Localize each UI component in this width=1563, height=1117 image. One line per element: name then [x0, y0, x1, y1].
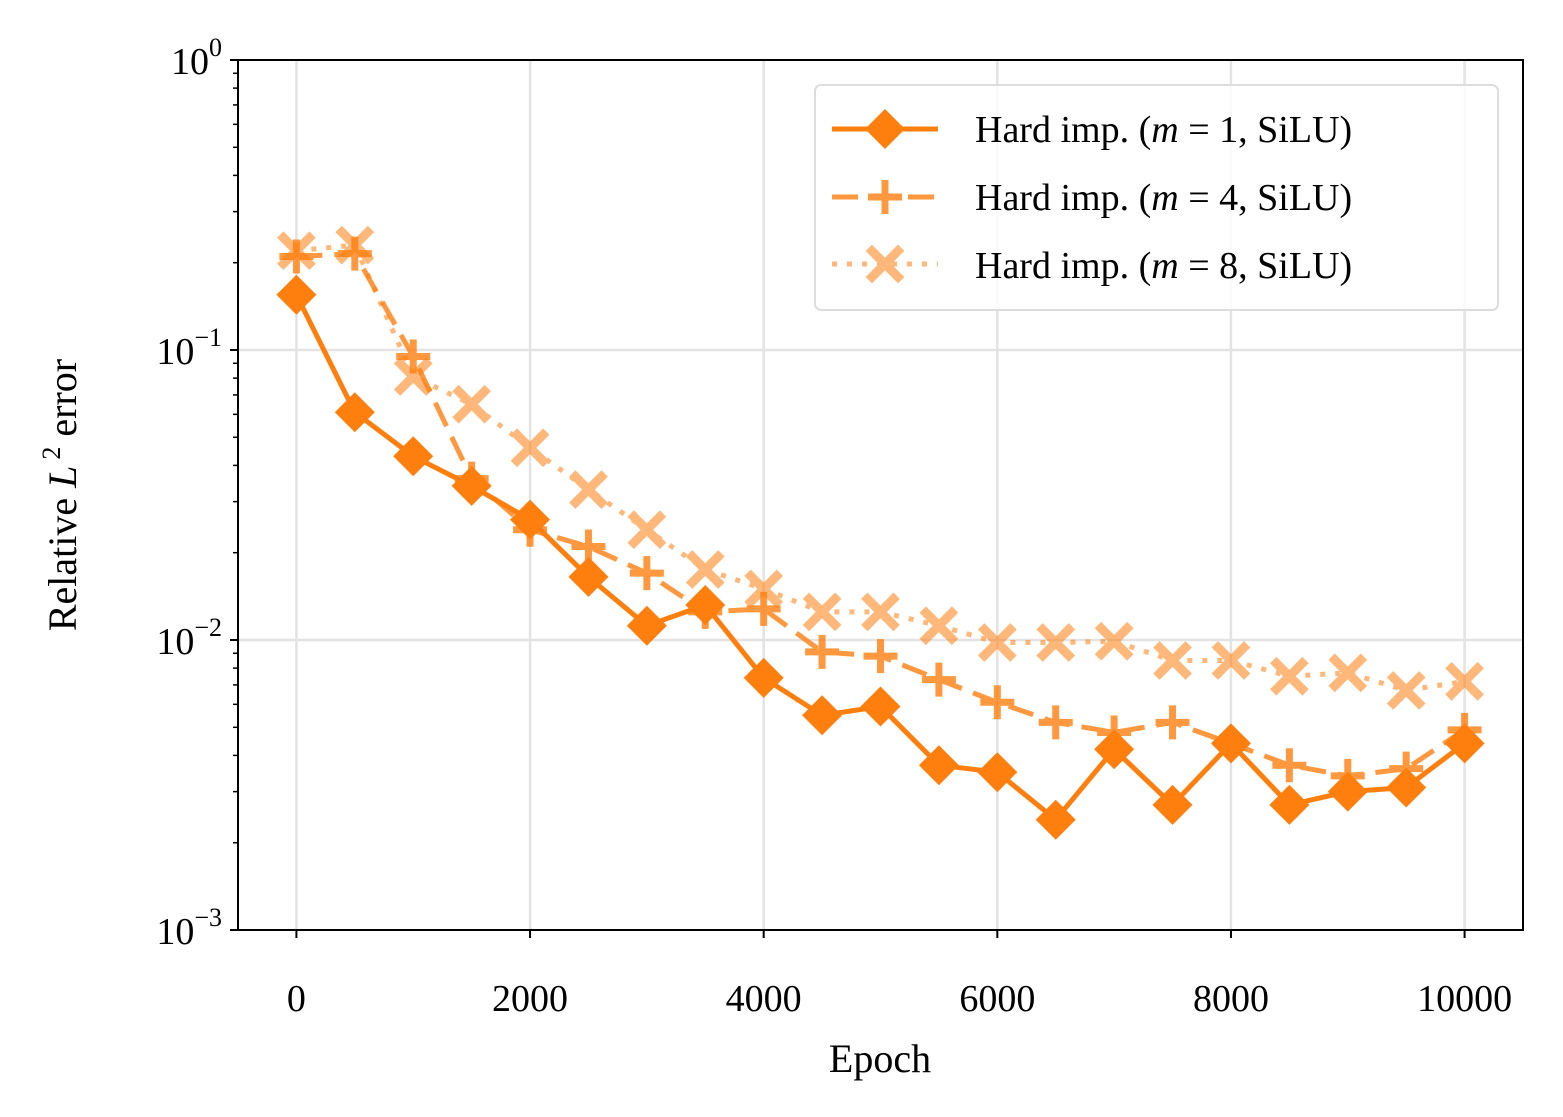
legend-samples	[832, 109, 938, 284]
x-tick-label: 6000	[959, 978, 1035, 1020]
y-tick-label: 10−2	[156, 613, 222, 663]
data-point	[1035, 799, 1076, 840]
data-point	[977, 752, 1018, 793]
data-point	[1327, 771, 1368, 812]
data-point	[1272, 748, 1307, 783]
data-point	[452, 384, 491, 424]
x-axis-label: Epoch	[829, 1036, 931, 1081]
data-point	[1036, 623, 1076, 662]
data-point	[918, 745, 959, 786]
data-point	[802, 592, 842, 632]
data-point	[510, 428, 550, 468]
data-point	[569, 470, 608, 509]
legend-sample-1	[832, 109, 938, 149]
data-point	[629, 556, 664, 591]
data-point	[860, 686, 901, 727]
data-point	[568, 556, 609, 597]
data-point	[510, 499, 551, 540]
data-point	[1445, 662, 1484, 701]
x-axis: 0 2000 4000 6000 8000 10000	[287, 930, 1512, 1020]
data-point	[334, 392, 375, 433]
data-point	[1328, 653, 1368, 693]
data-point	[1038, 705, 1073, 740]
data-point	[451, 465, 492, 506]
data-point	[977, 623, 1017, 662]
x-tick-label: 0	[287, 978, 306, 1020]
data-point	[921, 662, 956, 697]
data-point	[1153, 641, 1192, 680]
data-point	[279, 239, 314, 274]
data-point	[1094, 621, 1134, 661]
data-point	[1155, 705, 1190, 740]
data-point	[276, 274, 317, 315]
y-axis-label-power: 2	[37, 447, 66, 460]
data-point	[626, 605, 667, 646]
y-tick-label: 10−3	[156, 903, 222, 953]
data-point	[393, 436, 434, 477]
data-point	[861, 592, 900, 632]
legend-sample-3	[832, 244, 938, 284]
legend-label-m4: Hard imp. (m = 4, SiLU)	[975, 177, 1352, 219]
y-axis-label-var: L	[40, 466, 85, 489]
series-layer	[276, 225, 1485, 840]
data-point	[744, 569, 784, 609]
data-point	[863, 639, 898, 674]
legend-marker	[868, 180, 902, 214]
data-point	[337, 236, 372, 271]
x-tick-label: 4000	[726, 978, 802, 1020]
data-point	[1269, 784, 1310, 825]
data-point	[1210, 723, 1251, 764]
y-axis-label-suffix: error	[40, 359, 85, 447]
data-point	[1152, 784, 1193, 825]
y-axis-label-prefix: Relative	[40, 488, 85, 631]
data-point	[685, 550, 725, 589]
legend-marker	[865, 244, 905, 284]
y-tick-label: 10−1	[156, 323, 222, 373]
y-axis: 10−3 10−2 10−1 100	[156, 33, 238, 953]
data-point	[1386, 671, 1426, 710]
data-point	[919, 606, 959, 646]
data-point	[980, 685, 1015, 720]
data-point	[802, 695, 843, 736]
plot-frame	[237, 59, 1524, 931]
data-point	[1444, 723, 1485, 764]
data-point	[627, 510, 667, 550]
data-point	[685, 585, 726, 626]
y-tick-label: 100	[171, 33, 222, 83]
data-point	[1386, 767, 1427, 808]
data-point	[1211, 641, 1251, 680]
x-tick-label: 2000	[492, 978, 568, 1020]
data-point	[746, 591, 781, 626]
y-axis-label: Relative L 2 error	[37, 359, 85, 631]
data-point	[805, 634, 840, 669]
data-point	[393, 357, 433, 396]
data-point	[1094, 729, 1135, 770]
data-point	[743, 657, 784, 698]
legend: Hard imp. (m = 1, SiLU) Hard imp. (m = 4…	[814, 84, 1499, 311]
data-point	[396, 339, 431, 374]
x-tick-label: 10000	[1417, 978, 1512, 1020]
legend-label-m8: Hard imp. (m = 8, SiLU)	[975, 245, 1352, 287]
data-point	[571, 529, 606, 564]
legend-box	[814, 84, 1499, 311]
legend-marker	[865, 109, 905, 149]
legend-sample-2	[832, 180, 938, 214]
series-1	[276, 274, 1485, 840]
x-tick-label: 8000	[1193, 978, 1269, 1020]
data-point	[1269, 656, 1309, 696]
legend-label-m1: Hard imp. (m = 1, SiLU)	[975, 109, 1352, 151]
